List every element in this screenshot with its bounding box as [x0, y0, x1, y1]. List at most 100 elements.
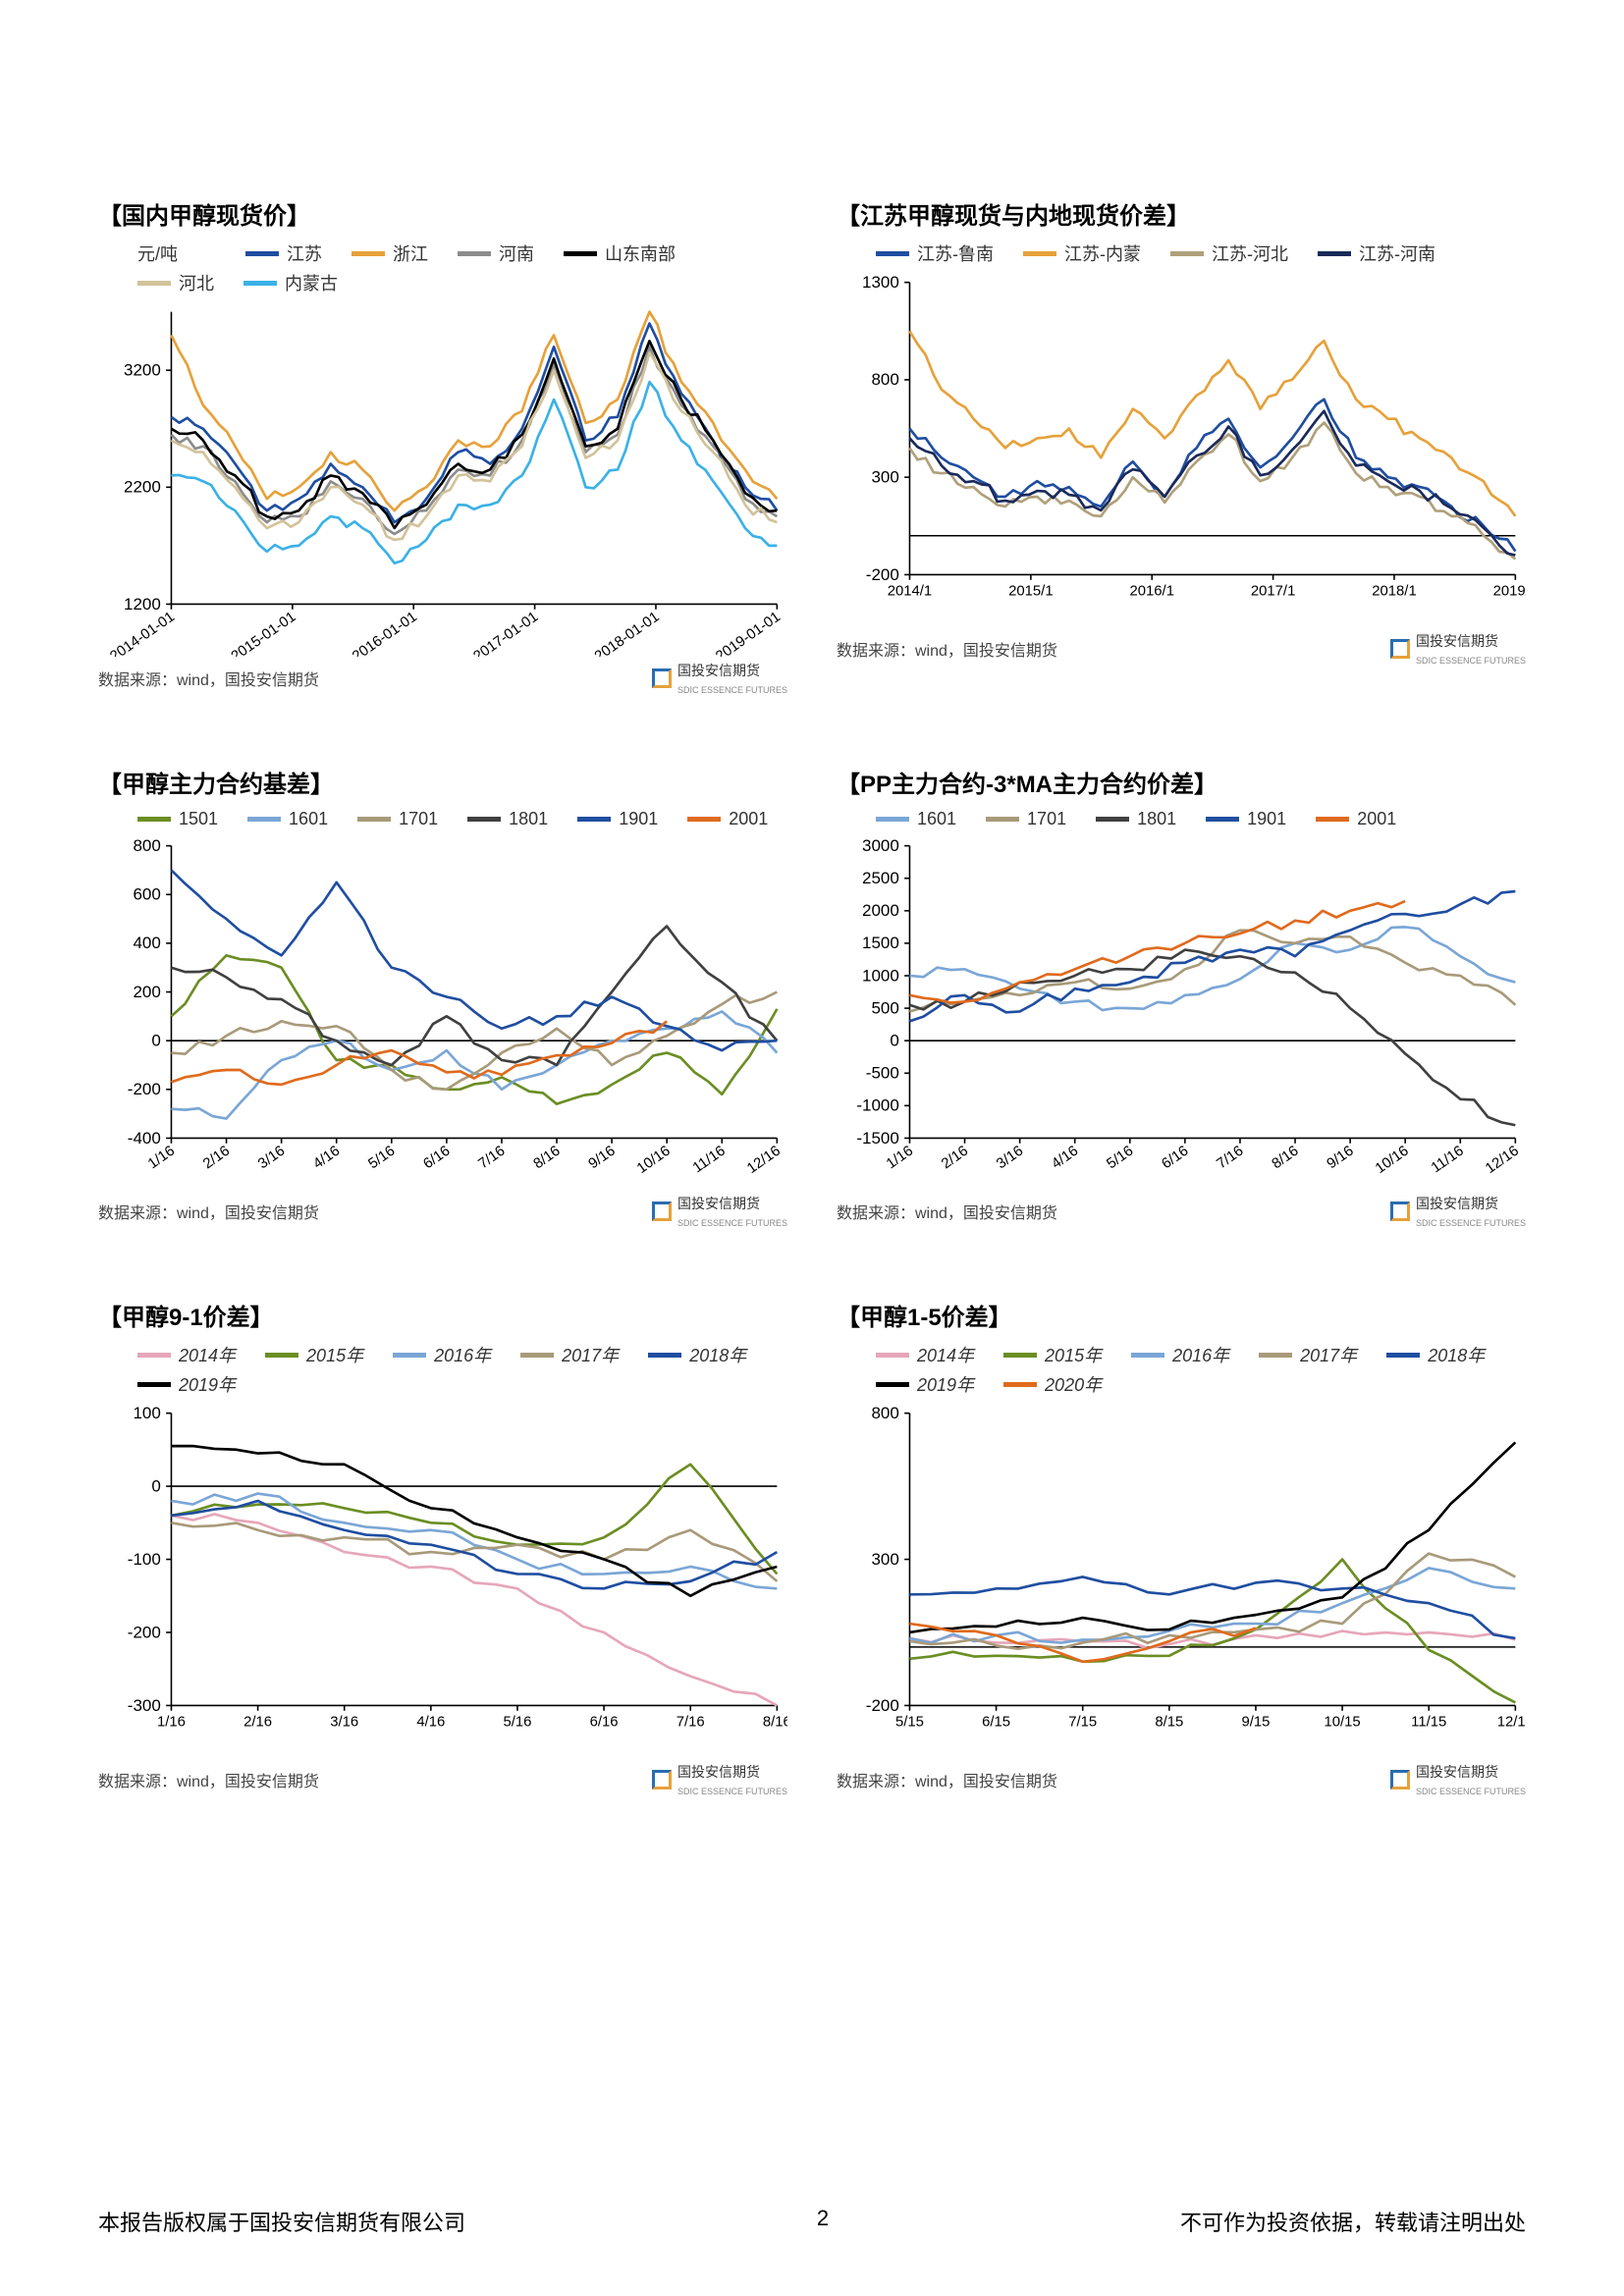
svg-text:11/15: 11/15 [1411, 1715, 1446, 1731]
svg-text:200: 200 [133, 982, 160, 1000]
svg-text:0: 0 [890, 1031, 898, 1049]
legend-label: 山东南部 [605, 240, 676, 266]
legend-item: 江苏-河南 [1318, 240, 1435, 266]
legend-label: 江苏-内蒙 [1064, 240, 1141, 266]
legend-item: 江苏 [245, 240, 322, 266]
svg-text:2018/1: 2018/1 [1372, 584, 1417, 600]
chart-footer: 数据来源：wind，国投安信期货 国投安信期货SDIC ESSENCE FUTUR… [98, 1762, 787, 1797]
svg-text:500: 500 [871, 998, 898, 1017]
legend-label: 1801 [509, 809, 548, 829]
legend-label: 2018年 [689, 1342, 746, 1367]
source-text: 数据来源：wind，国投安信期货 [837, 637, 1057, 661]
svg-text:600: 600 [133, 884, 160, 903]
legend-label: 江苏-鲁南 [917, 240, 994, 266]
legend-item: 1801 [1096, 809, 1176, 829]
svg-text:800: 800 [133, 836, 160, 855]
svg-text:7/16: 7/16 [1215, 1143, 1247, 1172]
legend-label: 内蒙古 [285, 270, 338, 295]
legend-label: 河南 [499, 240, 534, 266]
svg-text:2019-01-01: 2019-01-01 [713, 610, 784, 657]
y-unit: 元/吨 [137, 240, 178, 266]
svg-text:1000: 1000 [862, 966, 899, 985]
series-line [909, 930, 1515, 1011]
legend-label: 2001 [1357, 809, 1396, 829]
legend-label: 1701 [399, 809, 438, 829]
legend-item: 2019年 [876, 1371, 974, 1397]
svg-text:6/16: 6/16 [1160, 1143, 1192, 1172]
svg-text:-200: -200 [866, 565, 899, 584]
chart-legend: 江苏-鲁南 江苏-内蒙 江苏-河北 江苏-河南 [837, 240, 1526, 272]
svg-text:9/16: 9/16 [586, 1143, 619, 1172]
svg-text:800: 800 [871, 370, 898, 389]
chart-plot: -400-20002004006008001/162/163/164/165/1… [98, 835, 787, 1191]
chart-title: 【甲醇主力合约基差】 [98, 765, 787, 799]
chart-footer: 数据来源：wind，国投安信期货国投安信期货SDIC ESSENCE FUTUR… [837, 1194, 1526, 1229]
svg-text:2015/1: 2015/1 [1008, 584, 1054, 600]
chart-title: 【PP主力合约-3*MA主力合约价差】 [837, 765, 1526, 799]
svg-text:5/16: 5/16 [365, 1143, 398, 1172]
chart-title: 【甲醇1-5价差】 [837, 1298, 1526, 1332]
svg-text:-300: -300 [128, 1696, 161, 1715]
logo-icon [652, 1201, 672, 1221]
series-line [909, 901, 1405, 1003]
legend-label: 2014年 [917, 1342, 974, 1367]
legend-item: 1701 [986, 809, 1066, 829]
legend-item: 2018年 [1386, 1342, 1485, 1367]
series-line [171, 352, 777, 540]
brand-logo: 国投安信期货SDIC ESSENCE FUTURES [1390, 1762, 1526, 1797]
legend-label: 1801 [1137, 809, 1176, 829]
chart-card: 【甲醇主力合约基差】150116011701180119012001-400-2… [98, 765, 787, 1230]
brand-logo: 国投安信期货SDIC ESSENCE FUTURES [652, 1762, 787, 1797]
svg-text:5/15: 5/15 [895, 1715, 924, 1731]
legend-item: 2015年 [1003, 1342, 1102, 1367]
chart-card: 【甲醇9-1价差】2014年2015年2016年2017年2018年2019年-… [98, 1298, 787, 1797]
chart-legend: 2014年2015年2016年2017年2018年2019年2020年 [837, 1342, 1526, 1403]
svg-text:2018-01-01: 2018-01-01 [592, 610, 663, 657]
svg-text:10/16: 10/16 [1373, 1143, 1412, 1176]
legend-item: 山东南部 [564, 240, 676, 266]
legend-item: 2001 [1316, 809, 1396, 829]
svg-text:2014/1: 2014/1 [888, 584, 933, 600]
svg-text:2015-01-01: 2015-01-01 [229, 610, 299, 657]
svg-text:4/16: 4/16 [416, 1715, 445, 1731]
legend-label: 2017年 [562, 1342, 619, 1367]
legend-label: 2016年 [1172, 1342, 1229, 1367]
legend-item: 河北 [137, 270, 214, 295]
svg-text:10/16: 10/16 [634, 1143, 674, 1176]
chart-footer: 数据来源：wind，国投安信期货国投安信期货SDIC ESSENCE FUTUR… [98, 1194, 787, 1229]
svg-text:8/16: 8/16 [1270, 1143, 1302, 1172]
svg-text:2017/1: 2017/1 [1251, 584, 1296, 600]
chart-legend: 16011701180119012001 [837, 809, 1526, 835]
svg-text:-500: -500 [866, 1063, 899, 1082]
svg-text:3/16: 3/16 [994, 1143, 1026, 1172]
svg-text:-200: -200 [866, 1696, 899, 1715]
legend-item: 江苏-河北 [1170, 240, 1288, 266]
legend-item: 2017年 [1259, 1342, 1357, 1367]
svg-text:300: 300 [871, 467, 898, 486]
svg-text:3200: 3200 [124, 361, 161, 380]
svg-text:7/15: 7/15 [1068, 1715, 1097, 1731]
svg-text:2016-01-01: 2016-01-01 [350, 610, 420, 657]
logo-icon [652, 668, 672, 688]
chart-footer: 数据来源：wind，国投安信期货国投安信期货SDIC ESSENCE FUTUR… [98, 661, 787, 696]
legend-item: 1901 [577, 809, 658, 829]
chart-footer: 数据来源：wind，国投安信期货国投安信期货SDIC ESSENCE FUTUR… [837, 631, 1526, 667]
source-text: 数据来源：wind，国投安信期货 [98, 1768, 319, 1791]
svg-text:3/16: 3/16 [330, 1715, 358, 1731]
svg-text:12/15: 12/15 [1497, 1715, 1526, 1731]
svg-text:2016/1: 2016/1 [1129, 584, 1174, 600]
svg-text:1/16: 1/16 [884, 1143, 916, 1172]
chart-plot: -2003008005/156/157/158/159/1510/1511/15… [837, 1403, 1526, 1758]
svg-text:2017-01-01: 2017-01-01 [471, 610, 542, 657]
legend-item: 2019年 [137, 1371, 236, 1397]
logo-icon [1390, 1201, 1410, 1221]
logo-icon [1390, 639, 1410, 659]
svg-text:1500: 1500 [862, 934, 899, 952]
source-text: 数据来源：wind，国投安信期货 [837, 1768, 1057, 1791]
svg-text:7/16: 7/16 [677, 1715, 705, 1731]
legend-item: 1801 [467, 809, 548, 829]
legend-item: 河南 [458, 240, 534, 266]
svg-text:-400: -400 [128, 1128, 161, 1147]
legend-label: 江苏-河南 [1359, 240, 1435, 266]
svg-text:100: 100 [133, 1404, 160, 1422]
